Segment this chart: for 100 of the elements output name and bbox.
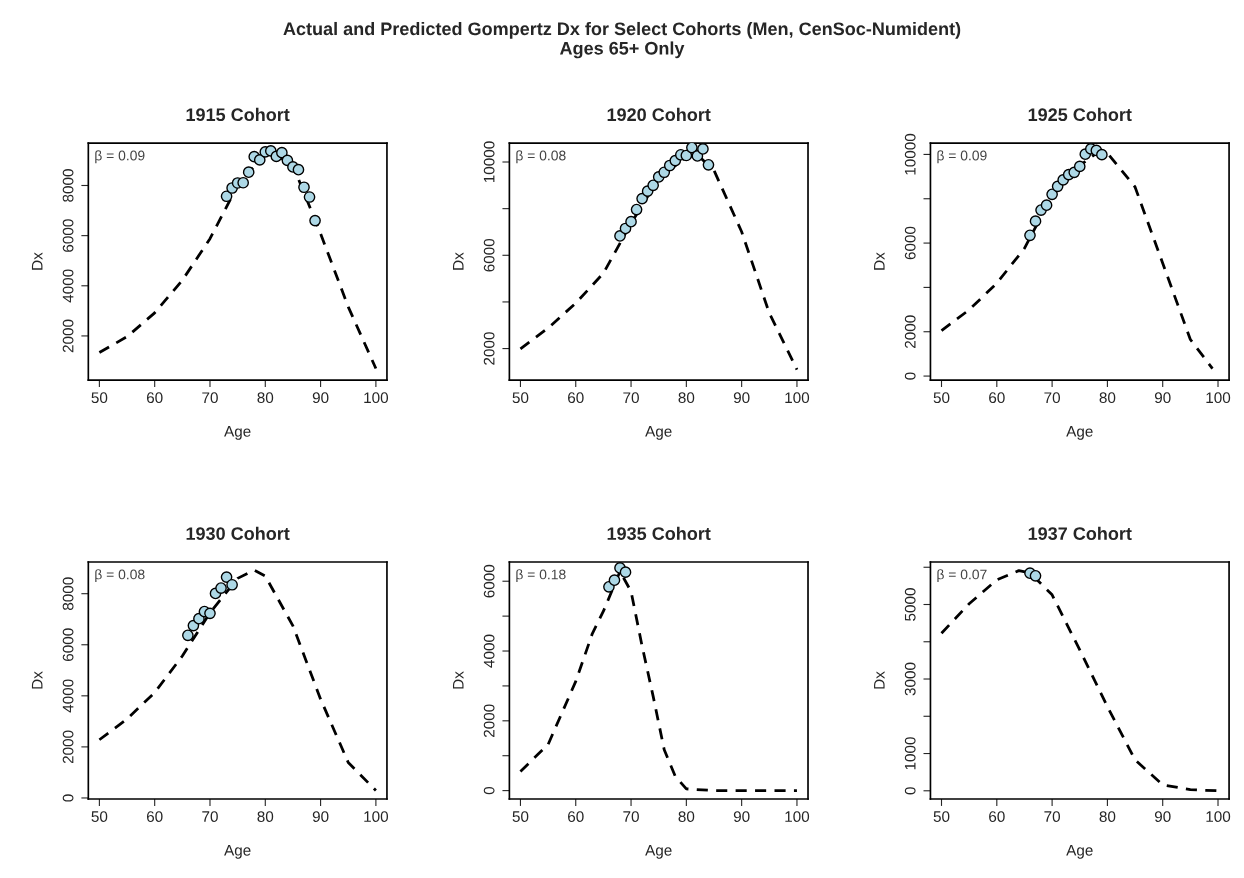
- point: [309, 214, 321, 227]
- y-tick-label: 2000: [904, 315, 916, 348]
- chart-title: 1915 Cohort: [186, 107, 290, 122]
- chart-title: 1935 Cohort: [607, 526, 711, 541]
- y-tick-label: 1000: [904, 737, 916, 770]
- x-tick-label: 80: [678, 392, 695, 404]
- x-tick-label: 80: [1099, 811, 1116, 823]
- x-axis-title: Age: [645, 845, 672, 859]
- y-axis-title: Dx: [31, 252, 43, 270]
- point: [298, 181, 310, 194]
- x-tick-label: 100: [364, 811, 389, 823]
- y-axis-title: Dx: [874, 252, 885, 270]
- x-tick-label: 60: [568, 811, 584, 823]
- chart-title: 1920 Cohort: [607, 107, 711, 122]
- point: [614, 230, 626, 242]
- x-axis-title: Age: [224, 845, 251, 859]
- annotation: β = 0.09: [937, 150, 987, 164]
- y-tick-label: 0: [904, 372, 916, 380]
- y-tick-label: 2000: [62, 730, 74, 764]
- point: [204, 607, 216, 620]
- text: Ages 65+ Only: [559, 41, 685, 59]
- y-axis-title: Dx: [874, 671, 885, 689]
- line-series: [97, 568, 378, 792]
- point: [253, 154, 266, 166]
- x-tick-label: 50: [91, 392, 108, 404]
- x-tick-label: 90: [312, 392, 329, 404]
- y-tick-label: 8000: [62, 169, 74, 202]
- point: [1024, 229, 1036, 242]
- y-tick-label: 4000: [483, 634, 495, 668]
- y-tick-label: 0: [483, 786, 495, 795]
- y-axis-title: Dx: [452, 252, 464, 270]
- x-tick-label: 90: [1154, 392, 1171, 404]
- point: [697, 143, 709, 155]
- x-tick-label: 60: [989, 392, 1005, 404]
- x-tick-label: 100: [364, 392, 389, 404]
- x-tick-label: 60: [568, 392, 584, 404]
- y-tick-label: 2000: [483, 704, 495, 738]
- point: [647, 179, 660, 192]
- point: [1096, 148, 1108, 161]
- x-axis-title: Age: [1066, 845, 1093, 859]
- annotation: β = 0.09: [95, 150, 145, 164]
- point: [1040, 199, 1053, 212]
- x-tick-label: 100: [1206, 392, 1231, 404]
- x-tick-label: 50: [91, 811, 108, 823]
- point: [608, 574, 621, 587]
- y-tick-label: 0: [62, 794, 74, 802]
- y-tick-label: 6000: [904, 226, 916, 260]
- y-tick-label: 10000: [483, 141, 495, 183]
- x-tick-label: 90: [1154, 811, 1171, 823]
- x-tick-label: 90: [312, 811, 329, 823]
- point: [630, 203, 643, 216]
- x-tick-label: 70: [1044, 392, 1061, 404]
- annotation: β = 0.08: [516, 150, 566, 164]
- x-tick-label: 50: [933, 392, 950, 404]
- x-tick-label: 50: [933, 811, 950, 823]
- x-axis-title: Age: [224, 426, 251, 440]
- y-tick-label: 2000: [62, 319, 74, 353]
- y-tick-label: 6000: [483, 564, 495, 598]
- chart-title: 1937 Cohort: [1028, 526, 1132, 541]
- x-tick-label: 50: [512, 811, 529, 823]
- point: [182, 629, 194, 642]
- annotation: β = 0.08: [95, 569, 145, 583]
- point: [220, 571, 233, 583]
- point: [680, 149, 693, 162]
- y-tick-label: 6000: [483, 238, 495, 272]
- y-tick-label: 2000: [483, 332, 495, 365]
- point: [625, 215, 637, 228]
- text: Actual and Predicted Gompertz Dx for Select Cohorts (Men, CenSoc-Numident): [283, 21, 961, 39]
- x-tick-label: 70: [1044, 811, 1061, 823]
- x-axis-title: Age: [645, 426, 672, 440]
- y-tick-label: 6000: [62, 219, 74, 252]
- x-tick-label: 100: [1206, 811, 1231, 823]
- point: [702, 158, 715, 171]
- chart-title: 1930 Cohort: [186, 526, 290, 541]
- x-tick-label: 70: [623, 392, 639, 404]
- chart-title: 1925 Cohort: [1028, 107, 1132, 122]
- point: [276, 146, 288, 159]
- y-tick-label: 4000: [62, 679, 74, 713]
- y-tick-label: 10000: [904, 133, 916, 175]
- y-tick-label: 5000: [904, 588, 916, 621]
- point: [686, 143, 698, 154]
- y-tick-label: 3000: [904, 662, 916, 696]
- x-tick-label: 70: [202, 392, 218, 404]
- point: [220, 190, 233, 203]
- x-tick-label: 100: [785, 811, 810, 823]
- x-tick-label: 70: [623, 811, 639, 823]
- x-tick-label: 100: [785, 392, 810, 404]
- x-tick-label: 60: [989, 811, 1005, 823]
- point: [237, 176, 250, 189]
- x-tick-label: 60: [146, 392, 163, 404]
- x-tick-label: 80: [257, 392, 274, 404]
- x-tick-label: 50: [512, 392, 529, 404]
- y-tick-label: 4000: [62, 269, 74, 303]
- x-tick-label: 70: [202, 811, 218, 823]
- x-tick-label: 80: [1099, 392, 1116, 404]
- x-tick-label: 60: [146, 811, 163, 823]
- point: [1046, 188, 1058, 201]
- x-axis-title: Age: [1066, 426, 1093, 440]
- x-tick-label: 90: [733, 392, 750, 404]
- y-tick-label: 8000: [62, 577, 74, 611]
